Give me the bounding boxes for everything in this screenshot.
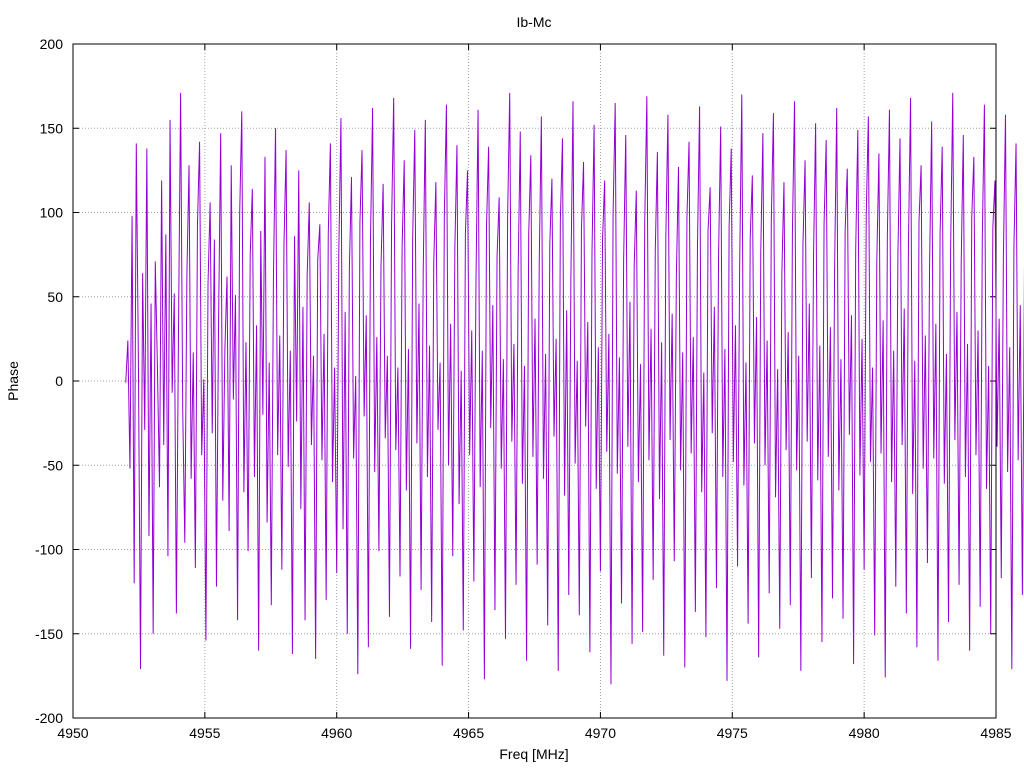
y-axis-title: Phase: [5, 361, 21, 401]
series-layer: [125, 92, 1024, 685]
x-tick-label: 4980: [849, 725, 880, 741]
x-tick-label: 4965: [453, 725, 484, 741]
y-tick-label: 200: [40, 36, 64, 52]
x-tick-label: 4955: [189, 725, 220, 741]
y-tick-label: -50: [43, 457, 63, 473]
x-tick-label: 4960: [321, 725, 352, 741]
x-axis-title: Freq [MHz]: [499, 746, 568, 762]
axis-ticks: 4950 4955 4960 4965 4970 4975 4980 4985 -200 -150…: [35, 36, 1012, 741]
y-tick-label: 150: [40, 120, 64, 136]
chart-title: Ib-Mc: [517, 14, 552, 30]
y-tick-label: -100: [35, 542, 63, 558]
y-tick-label: -200: [35, 710, 63, 726]
y-tick-label: -150: [35, 626, 63, 642]
y-tick-label: 50: [47, 289, 63, 305]
phase-series-line: [125, 92, 1024, 685]
y-tick-label: 0: [55, 373, 63, 389]
x-tick-label: 4970: [585, 725, 616, 741]
x-tick-label: 4975: [717, 725, 748, 741]
x-tick-label: 4985: [980, 725, 1011, 741]
y-tick-label: 100: [40, 205, 64, 221]
x-tick-label: 4950: [57, 725, 88, 741]
